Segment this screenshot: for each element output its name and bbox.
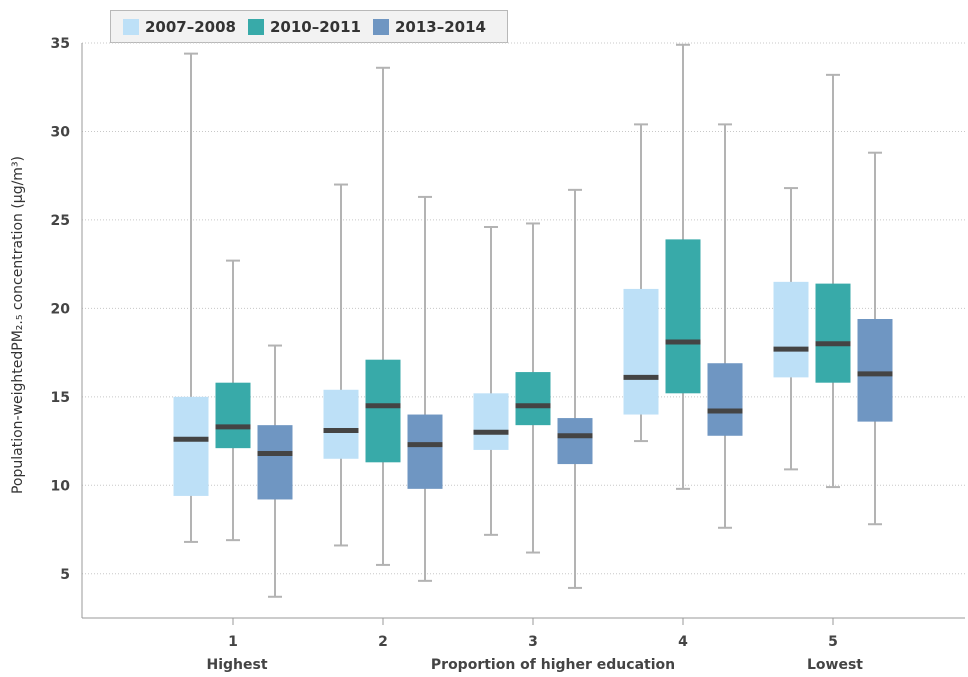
box-2007–2008 xyxy=(623,288,659,415)
chart-legend: 2007–2008 2010–2011 2013–2014 xyxy=(110,10,508,43)
box-2013–2014 xyxy=(707,363,743,436)
legend-swatch xyxy=(123,18,139,35)
legend-item-2007-2008: 2007–2008 xyxy=(123,18,236,36)
y-tick-label: 35 xyxy=(51,36,70,52)
x-tick-label: 5 xyxy=(828,634,838,650)
y-tick-label: 25 xyxy=(51,213,70,229)
y-tick-label: 20 xyxy=(51,301,71,317)
box-2007–2008 xyxy=(773,281,809,378)
x-tick-label: 2 xyxy=(378,634,388,650)
box-2013–2014 xyxy=(857,319,893,422)
box-2013–2014 xyxy=(557,418,593,465)
y-tick-label: 30 xyxy=(51,124,71,140)
x-axis-label: Proportion of higher education xyxy=(430,657,676,673)
box-2010–2011 xyxy=(665,239,701,394)
box-2007–2008 xyxy=(473,393,509,450)
legend-swatch xyxy=(373,18,389,35)
x-tick-label: 1 xyxy=(228,634,238,650)
legend-swatch xyxy=(248,18,264,35)
y-tick-label: 5 xyxy=(60,567,70,583)
legend-label: 2010–2011 xyxy=(270,17,361,36)
legend-item-2010-2011: 2010–2011 xyxy=(248,18,361,36)
box-2010–2011 xyxy=(815,283,851,383)
y-tick-label: 15 xyxy=(51,390,70,406)
legend-label: 2013–2014 xyxy=(395,17,486,36)
x-end-label-right: Lowest xyxy=(807,657,863,673)
y-tick-label: 10 xyxy=(51,478,71,494)
legend-label: 2007–2008 xyxy=(145,17,236,36)
box-2010–2011 xyxy=(215,382,251,449)
box-2013–2014 xyxy=(407,414,443,489)
x-tick-label: 3 xyxy=(528,634,538,650)
box-2010–2011 xyxy=(365,359,401,463)
box-2010–2011 xyxy=(515,372,551,426)
x-tick-label: 4 xyxy=(678,634,688,650)
box-2013–2014 xyxy=(257,425,293,500)
legend-item-2013-2014: 2013–2014 xyxy=(373,18,486,36)
box-2007–2008 xyxy=(173,396,209,496)
box-2007–2008 xyxy=(323,389,359,459)
x-end-label-left: Highest xyxy=(206,657,268,673)
